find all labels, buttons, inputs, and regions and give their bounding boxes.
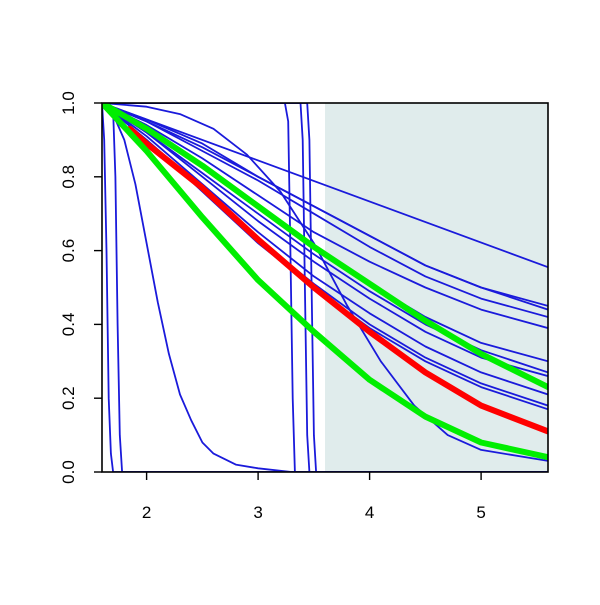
series-line-14-blue [102, 103, 548, 472]
x-tick-label: 4 [365, 503, 374, 522]
plot-frame [101, 102, 549, 473]
series-line-21-green [102, 103, 548, 461]
y-tick-label: 0.0 [59, 460, 78, 484]
series-line-1-blue [102, 103, 548, 269]
y-tick-label: 0.4 [59, 313, 78, 337]
series-line-8-blue [102, 103, 548, 378]
series-line-13-blue [102, 103, 548, 472]
y-tick-label: 0.6 [59, 239, 78, 263]
axes-layer: 2 3 4 5 0.0 0.2 0.4 0.6 0.8 1.0 [59, 91, 549, 522]
series-line-9-blue [102, 103, 548, 396]
x-tick-label: 5 [476, 503, 485, 522]
series-line-20-red [126, 125, 548, 435]
x-tick-label: 2 [142, 503, 151, 522]
x-tick-label: 3 [253, 503, 262, 522]
series-line-3-blue [102, 103, 548, 307]
y-tick-label: 0.8 [59, 165, 78, 189]
series-layer [102, 103, 548, 472]
series-line-19-green [102, 103, 548, 391]
series-line-16-blue [102, 103, 548, 472]
series-line-5-blue [102, 103, 548, 330]
series-line-4-blue [102, 103, 548, 318]
y-tick-label: 0.2 [59, 386, 78, 410]
y-tick-label: 1.0 [59, 91, 78, 115]
shaded-region [325, 103, 548, 472]
series-line-17-blue [102, 103, 548, 472]
